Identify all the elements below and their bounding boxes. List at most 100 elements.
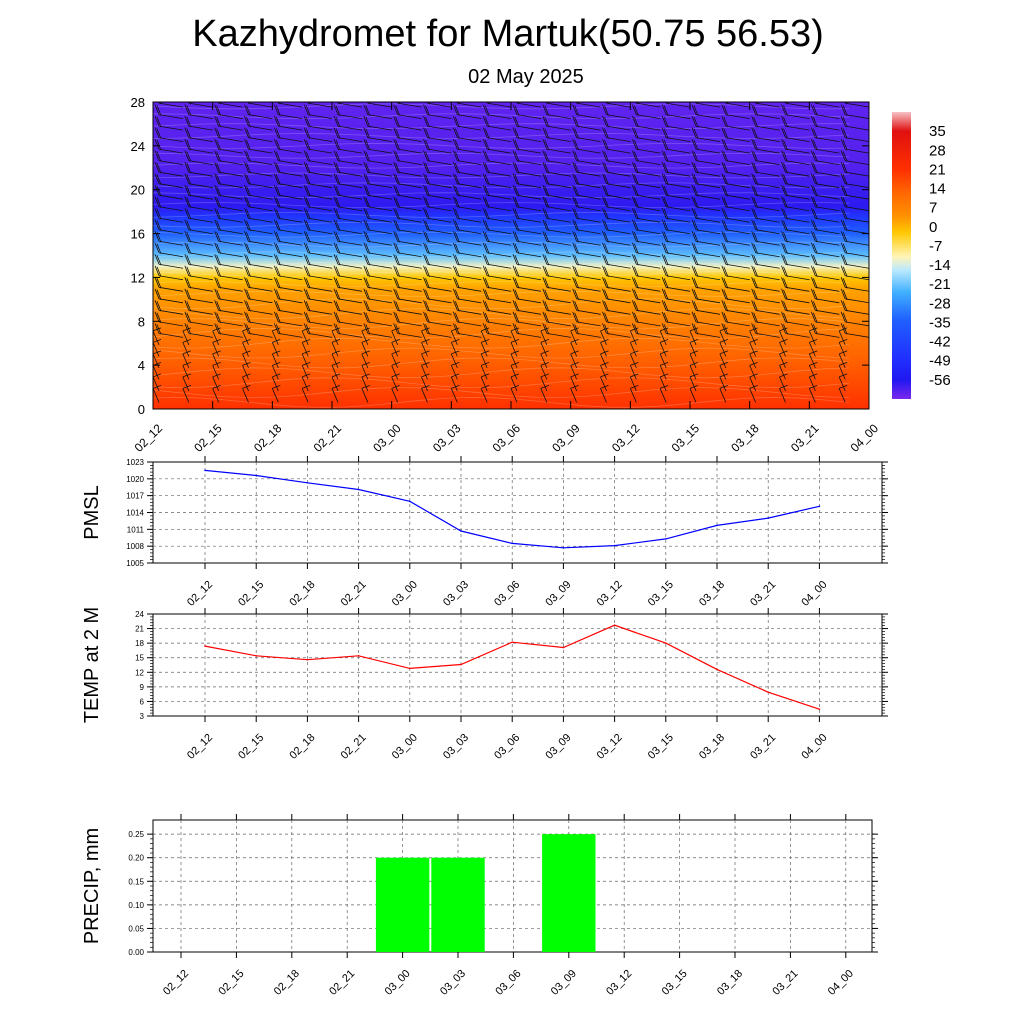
wind-barb [810, 127, 840, 143]
temp-2m-panel: 3 6 9 12 15 18 21 24 02_12 02_15 02_18 02_21 03_00 03… [81, 607, 888, 762]
wind-barb [631, 231, 661, 246]
wind-barb-shaft [393, 265, 422, 281]
wind-barb-shaft [393, 185, 422, 200]
wind-barb [840, 185, 869, 200]
wind-barb [691, 115, 721, 131]
wind-barb-shaft [602, 277, 631, 292]
wind-barb-shaft [721, 265, 750, 281]
wind-barb-shaft [721, 185, 750, 200]
wind-barb [363, 173, 392, 189]
wind-barb [363, 254, 392, 269]
wind-barb-shaft [631, 288, 661, 304]
wind-barb [273, 277, 303, 292]
wind-barb [423, 231, 452, 246]
wind-barb [840, 265, 869, 281]
wind-barb-shaft [184, 311, 213, 327]
wind-barb-shaft [423, 150, 452, 166]
wind-barb [572, 242, 601, 258]
wind-barb [154, 265, 184, 281]
wind-barb-shaft [214, 300, 243, 315]
contour-line [153, 192, 850, 199]
chart-subtitle: 02 May 2025 [468, 66, 584, 88]
wind-barb [631, 311, 661, 327]
wind-barb [721, 300, 750, 315]
wind-barb-shaft [572, 288, 601, 304]
wind-barb-shaft [184, 185, 213, 200]
wind-barb [631, 173, 661, 189]
wind-barb [602, 185, 631, 200]
wind-barb-shaft [810, 162, 840, 177]
data-point [460, 663, 462, 666]
wind-barb-shaft [423, 196, 452, 212]
wind-barb-shaft [572, 219, 601, 235]
x-tick-label: 02_21 [327, 968, 357, 998]
wind-barb [423, 208, 452, 223]
wind-barb [423, 127, 452, 143]
wind-barb-shaft [602, 300, 631, 315]
wind-barb-shaft [154, 173, 184, 189]
wind-barb-shaft [661, 323, 691, 338]
wind-barb-shaft [184, 277, 213, 292]
wind-barb-shaft [751, 231, 780, 246]
wind-barb-shaft [542, 196, 571, 212]
wind-barb-shaft [482, 173, 512, 189]
wind-barb-shaft [810, 185, 840, 200]
wind-barb-shaft [214, 311, 243, 327]
wind-barb [781, 185, 810, 200]
wind-barb-shaft [154, 115, 184, 131]
wind-barb [781, 231, 810, 246]
wind-barb-shaft [512, 242, 542, 258]
wind-barb [214, 242, 243, 258]
data-point [562, 646, 565, 649]
wind-barb [721, 254, 750, 269]
wind-barb-shaft [868, 330, 869, 332]
data-point [460, 530, 462, 532]
wind-barb [751, 150, 780, 166]
y-tick-label: 0.25 [128, 830, 144, 839]
wind-barb [631, 323, 661, 338]
wind-barb-shaft [244, 265, 273, 281]
wind-barb-shaft [393, 219, 422, 235]
wind-barb-shaft [303, 150, 333, 166]
wind-barb [482, 138, 512, 154]
wind-barb [661, 254, 691, 269]
wind-barb [184, 300, 213, 315]
wind-barb [154, 242, 184, 258]
wind-barb [333, 254, 363, 269]
wind-barb [482, 231, 512, 246]
colorbar-label: 14 [929, 181, 946, 198]
y-axis-label: TEMP at 2 M [81, 607, 103, 723]
wind-barb [303, 173, 333, 189]
x-tick-label: 02_15 [236, 579, 266, 609]
wind-barb [840, 254, 869, 269]
wind-barb [810, 150, 840, 166]
wind-barb-shaft [810, 208, 840, 223]
wind-barb-shaft [303, 242, 333, 258]
wind-barb [661, 311, 691, 327]
wind-barb-shaft [542, 311, 571, 327]
wind-barb [452, 150, 482, 166]
wind-barb [482, 277, 512, 292]
wind-barb-shaft [572, 115, 601, 131]
wind-barb-shaft [810, 323, 840, 338]
wind-barb [244, 115, 273, 131]
wind-barb-shaft [363, 138, 392, 154]
wind-barb [810, 185, 840, 200]
wind-barb [840, 208, 869, 223]
data-point [204, 645, 206, 647]
y-tick-label: 0.10 [128, 901, 144, 910]
wind-barb [542, 288, 571, 304]
wind-barb-shaft [333, 242, 363, 258]
wind-barb-shaft [154, 242, 184, 258]
wind-barb-shaft [781, 138, 810, 154]
wind-barb [333, 127, 363, 143]
wind-barb-shaft [721, 138, 750, 154]
wind-barb [721, 265, 750, 281]
wind-barb-shaft [184, 265, 213, 281]
wind-barb [303, 277, 333, 292]
wind-barb [303, 208, 333, 223]
wind-barb-shaft [691, 277, 721, 292]
data-point [357, 654, 360, 657]
wind-barb [393, 162, 422, 177]
wind-barb-shaft [661, 231, 691, 246]
